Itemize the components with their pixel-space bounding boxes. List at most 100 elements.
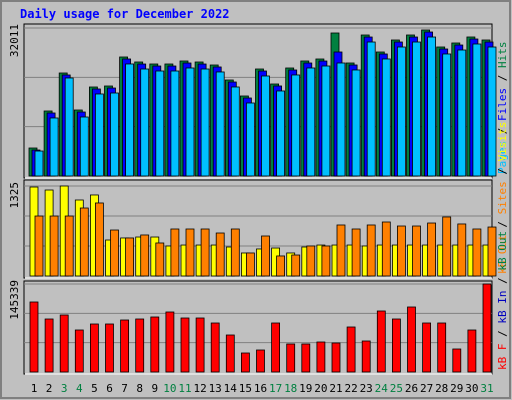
bar — [245, 102, 255, 177]
x-tick-label: 5 — [91, 382, 98, 395]
x-tick-label: 29 — [450, 382, 463, 395]
bar — [351, 69, 361, 177]
bar — [472, 43, 482, 177]
legend-entry: kB Out — [496, 234, 509, 274]
bar — [185, 67, 195, 177]
bar — [261, 75, 270, 177]
x-tick-label: 30 — [465, 382, 478, 395]
legend-separator: / — [496, 271, 509, 291]
bar — [95, 93, 104, 177]
bar — [230, 86, 240, 177]
x-tick-label: 28 — [435, 382, 448, 395]
bar — [170, 228, 180, 277]
y-tick-label: 32011 — [8, 24, 21, 57]
x-tick-label: 2 — [46, 382, 53, 395]
bar — [170, 70, 180, 177]
x-tick-label: 20 — [314, 382, 327, 395]
x-tick-label: 16 — [254, 382, 267, 395]
legend-entry: kB F — [496, 344, 509, 371]
bar — [346, 326, 356, 373]
x-tick-label: 7 — [121, 382, 128, 395]
y-tick-label: 145339 — [8, 280, 21, 320]
x-tick-label: 13 — [209, 382, 222, 395]
bar — [95, 202, 104, 277]
x-tick-label: 15 — [239, 382, 252, 395]
bar — [155, 242, 165, 277]
x-tick-label: 9 — [151, 382, 158, 395]
bar — [331, 342, 341, 373]
bar — [472, 228, 482, 277]
bar — [110, 229, 119, 277]
bar — [225, 334, 235, 373]
bar — [381, 221, 391, 277]
x-tick-label: 25 — [390, 382, 403, 395]
bar — [79, 116, 89, 177]
legend-entry: kB In — [496, 291, 509, 324]
bar — [396, 225, 406, 277]
bar — [487, 46, 497, 177]
legend-separator: / — [496, 161, 509, 181]
bar — [240, 352, 250, 373]
bar — [230, 228, 240, 277]
x-tick-label: 11 — [178, 382, 191, 395]
bar — [321, 65, 331, 177]
bar — [49, 117, 59, 177]
bar — [245, 252, 255, 277]
x-tick-label: 6 — [106, 382, 113, 395]
legend-separator: / — [496, 324, 509, 344]
bar — [140, 68, 150, 177]
bar — [125, 63, 134, 177]
bar — [321, 245, 331, 277]
x-tick-label: 4 — [76, 382, 83, 395]
bar — [361, 340, 371, 373]
bar — [316, 341, 326, 373]
y-tick-label: 1325 — [8, 182, 21, 209]
bar — [215, 71, 225, 177]
bar — [412, 41, 421, 177]
bar — [135, 318, 145, 373]
bar — [482, 283, 492, 373]
x-tick-label: 22 — [344, 382, 357, 395]
x-tick-label: 24 — [375, 382, 389, 395]
x-tick-label: 23 — [360, 382, 373, 395]
bar — [306, 245, 316, 277]
bar — [180, 317, 190, 373]
bar — [29, 301, 39, 373]
x-tick-label: 12 — [193, 382, 206, 395]
bar — [301, 343, 311, 373]
bar — [366, 224, 376, 277]
bar — [396, 46, 406, 177]
legend-entry: Pages — [496, 141, 509, 174]
bar — [210, 322, 220, 373]
bar — [200, 68, 210, 177]
bar — [407, 306, 416, 373]
x-tick-label: 31 — [480, 382, 493, 395]
legend-separator: / — [496, 214, 509, 234]
bar — [291, 74, 301, 177]
bar — [487, 226, 497, 277]
bar — [155, 70, 165, 177]
bar — [306, 67, 316, 177]
bar — [185, 228, 195, 277]
x-tick-label: 26 — [405, 382, 418, 395]
bar — [452, 348, 462, 373]
bar — [412, 225, 421, 277]
bar — [381, 58, 391, 177]
bar — [276, 255, 286, 277]
legend-entry: kB Out — [496, 231, 509, 271]
bar — [261, 235, 270, 277]
legend-separator: / — [496, 68, 509, 88]
legend-entry: Visits — [496, 122, 509, 162]
bar — [366, 41, 376, 177]
legend-entry: Files — [496, 88, 509, 121]
bar — [59, 314, 69, 373]
bar — [291, 254, 301, 277]
bar — [256, 349, 265, 373]
bar — [79, 207, 89, 277]
bar — [391, 318, 401, 373]
bar — [427, 36, 437, 177]
bar — [90, 323, 99, 373]
bar — [34, 215, 44, 277]
